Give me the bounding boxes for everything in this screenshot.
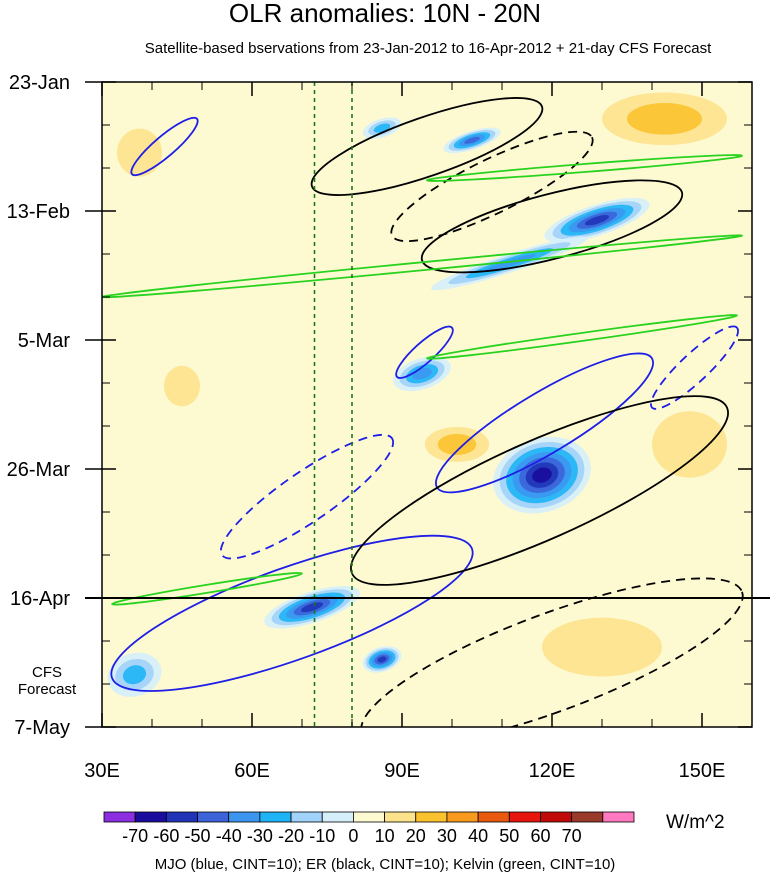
colorbar-swatch-8 (353, 811, 385, 823)
colorbar-label-8: 10 (375, 826, 395, 846)
chart-title: OLR anomalies: 10N - 20N (228, 0, 542, 28)
colorbar-label-0: -70 (122, 826, 148, 846)
colorbar-label-11: 40 (468, 826, 488, 846)
y-tick-label-4: 16-Apr (10, 588, 70, 610)
colorbar-swatch-3 (197, 811, 230, 823)
anomaly-patch-8-level-2 (122, 665, 147, 685)
kelvin-contour-0 (102, 234, 743, 299)
colorbar-label-5: -20 (278, 826, 304, 846)
kelvin-contour-3 (111, 572, 303, 606)
x-tick-label-4: 150E (679, 760, 726, 782)
kelvin-contour-2 (426, 314, 738, 360)
colorbar-swatch-1 (134, 811, 167, 823)
colorbar: -70 -60 -50 -40 -30 -20 -10 0 10 20 30 40 50 60 70 (103, 811, 635, 846)
y-tick-label-0: 23-Jan (9, 72, 70, 94)
colorbar-swatch-4 (228, 811, 261, 823)
y-tick-label-2: 5-Mar (18, 330, 71, 352)
colorbar-swatch-11 (446, 811, 479, 823)
anomaly-patch-2-level-5 (584, 215, 610, 226)
y-tick-label-1: 13-Feb (7, 201, 70, 223)
x-tick-label-0: 30E (84, 760, 120, 782)
contour-legend: MJO (blue, CINT=10); ER (black, CINT=10)… (154, 856, 616, 873)
x-tick-label-3: 120E (529, 760, 576, 782)
x-tick-label-1: 60E (234, 760, 270, 782)
colorbar-label-2: -50 (185, 826, 211, 846)
y-tick-label-3: 26-Mar (7, 459, 71, 481)
colorbar-swatch-6 (290, 811, 323, 823)
colorbar-label-1: -60 (153, 826, 179, 846)
colorbar-swatch-5 (259, 811, 292, 823)
colorbar-unit: W/m^2 (666, 812, 725, 833)
forecast-label: CFS Forecast (17, 664, 77, 698)
anomaly-patch-10-level-2 (627, 103, 702, 135)
colorbar-label-12: 50 (499, 826, 519, 846)
anomaly-patch-3-level-3 (483, 254, 536, 273)
colorbar-swatch-13 (508, 811, 541, 823)
anomaly-patch-9-level-1 (164, 365, 200, 407)
colorbar-swatch-7 (321, 811, 354, 823)
chart-subtitle: Satellite-based bservations from 23-Jan-… (144, 40, 712, 57)
er-contour-0 (310, 97, 544, 196)
anomaly-patch-13-level-1 (117, 128, 162, 177)
colorbar-label-13: 60 (530, 826, 550, 846)
colorbar-swatch-14 (540, 811, 573, 823)
colorbar-label-6: -10 (309, 826, 335, 846)
er-contour-4 (360, 577, 744, 727)
colorbar-swatch-16 (602, 811, 635, 823)
anomaly-patch-1-level-4 (464, 136, 480, 144)
anomaly-patch-7-level-5 (377, 656, 387, 663)
mjo-contour-1 (395, 325, 454, 379)
colorbar-swatch-2 (165, 811, 198, 823)
colorbar-label-14: 70 (562, 826, 582, 846)
colorbar-swatch-12 (477, 811, 510, 823)
mjo-contour-4 (650, 325, 739, 410)
plot-area (102, 82, 752, 727)
anomaly-patch-5-level-6 (532, 467, 552, 483)
x-tick-label-2: 90E (384, 760, 420, 782)
anomaly-patch-14-level-1 (542, 617, 662, 677)
colorbar-label-7: 0 (348, 826, 358, 846)
kelvin-contour-1 (426, 154, 743, 182)
colorbar-swatch-0 (103, 811, 136, 823)
y-tick-label-5: 7-May (14, 717, 70, 739)
anomaly-patch-12-level-1 (652, 411, 727, 478)
mjo-contour-0 (110, 534, 474, 692)
mjo-contour-3 (219, 433, 395, 560)
axes: 23-Jan 13-Feb 5-Mar 26-Mar 16-Apr 7-May 30E 60E… (7, 72, 770, 782)
anomaly-patch-6-level-5 (300, 602, 324, 613)
colorbar-label-9: 20 (406, 826, 426, 846)
colorbar-swatch-15 (571, 811, 604, 823)
colorbar-swatch-10 (415, 811, 448, 823)
colorbar-label-3: -40 (216, 826, 242, 846)
mjo-contour-5 (130, 116, 199, 177)
colorbar-swatch-9 (384, 811, 417, 823)
colorbar-label-10: 30 (437, 826, 457, 846)
colorbar-label-4: -30 (247, 826, 273, 846)
anomaly-patch-11-level-2 (437, 433, 477, 455)
plot-frame (101, 81, 753, 728)
